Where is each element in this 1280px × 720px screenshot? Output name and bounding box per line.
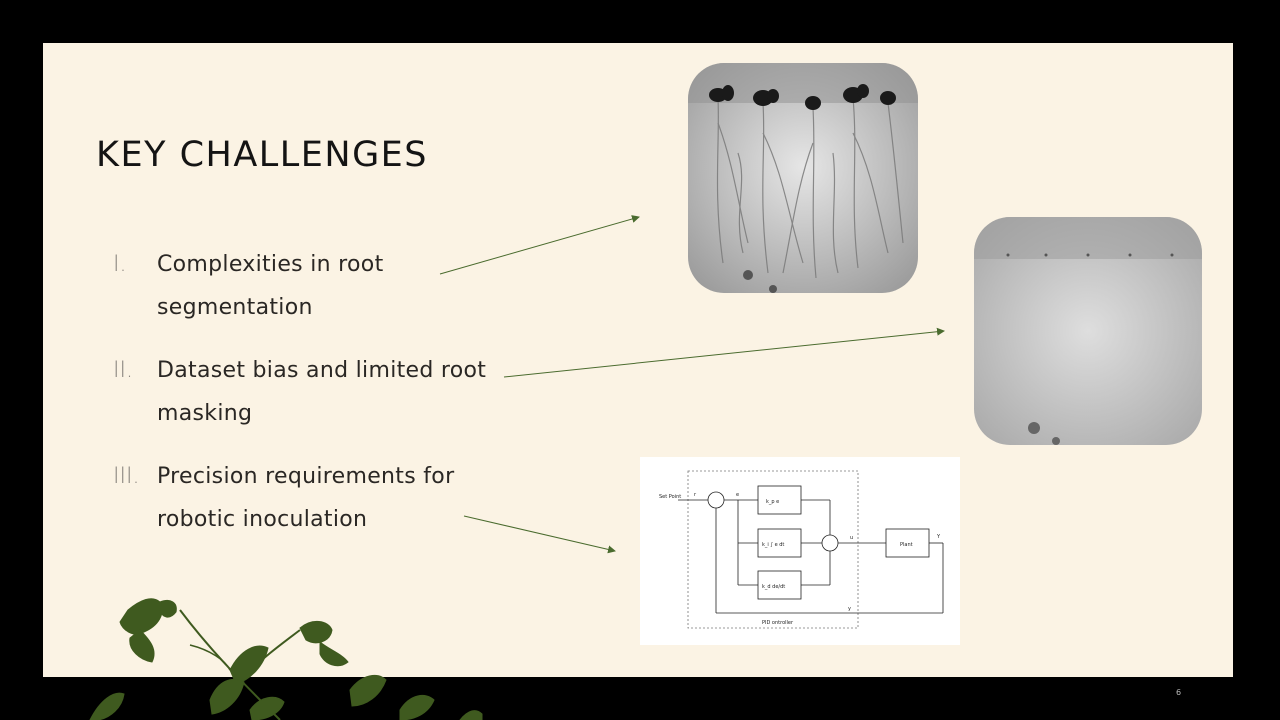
root-image — [688, 63, 918, 293]
pid-diagram: Set Point r e k_p e k_i ∫ e dt k_d de/dt… — [640, 457, 960, 645]
controller-label: PID ontroller — [762, 620, 794, 626]
plant-decoration — [89, 598, 483, 720]
list-item: II. Dataset bias and limited root maskin… — [113, 349, 533, 435]
p-term: k_p e — [766, 499, 779, 505]
list-item: I. Complexities in root segmentation — [113, 243, 533, 329]
empty-plate-image — [974, 217, 1202, 445]
list-item-text: Precision requirements for robotic inocu… — [157, 464, 455, 532]
output-sum — [821, 534, 839, 552]
y-out-label: Y — [936, 534, 941, 540]
arrow-to-empty-plate — [503, 327, 945, 378]
list-item-text: Complexities in root segmentation — [157, 252, 384, 320]
slide-title: KEY CHALLENGES — [96, 135, 429, 175]
list-item-number: I. — [113, 252, 127, 277]
list-item-text: Dataset bias and limited root masking — [157, 358, 487, 426]
list-item-number: III. — [113, 464, 140, 489]
list-item-number: II. — [113, 358, 133, 383]
e-label: e — [736, 492, 739, 498]
controller-boundary — [687, 470, 859, 629]
page-number: 6 — [1176, 688, 1182, 697]
r-label: r — [694, 492, 697, 498]
p-block — [757, 485, 802, 515]
list-item: III. Precision requirements for robotic … — [113, 455, 533, 541]
set-point-label: Set Point — [659, 494, 681, 500]
u-label: u — [850, 535, 853, 541]
d-term: k_d de/dt — [762, 584, 785, 590]
plant-label: Plant — [900, 542, 913, 548]
challenge-list: I. Complexities in root segmentation II.… — [113, 243, 533, 561]
sum-junction — [707, 491, 725, 509]
i-term: k_i ∫ e dt — [762, 542, 784, 548]
slide: KEY CHALLENGES I. Complexities in root s… — [43, 43, 1233, 677]
y-fb-label: y — [848, 606, 851, 612]
